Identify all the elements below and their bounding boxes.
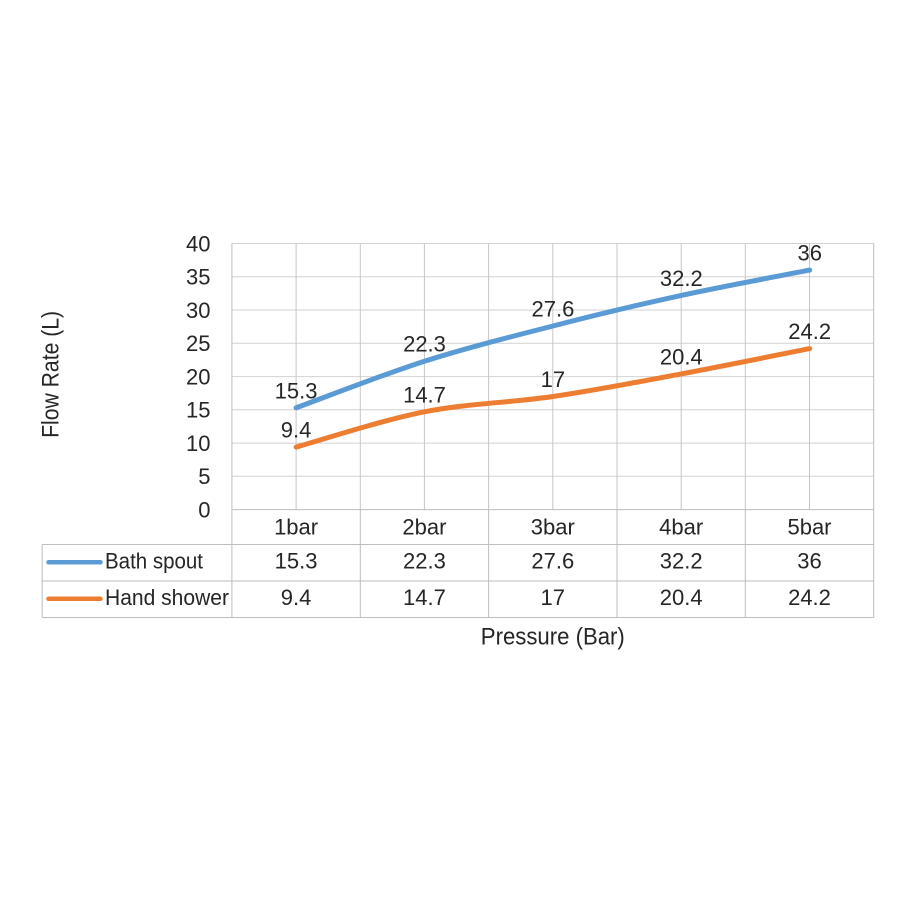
svg-text:36: 36: [797, 549, 821, 574]
svg-text:5bar: 5bar: [787, 515, 831, 540]
svg-text:27.6: 27.6: [531, 297, 574, 322]
svg-text:24.2: 24.2: [788, 585, 831, 610]
svg-text:Hand shower: Hand shower: [105, 585, 229, 610]
svg-text:22.3: 22.3: [403, 549, 446, 574]
svg-text:1bar: 1bar: [274, 515, 318, 540]
svg-text:Bath spout: Bath spout: [105, 549, 203, 574]
svg-text:20.4: 20.4: [660, 344, 703, 369]
svg-text:32.2: 32.2: [660, 549, 703, 574]
svg-text:30: 30: [186, 298, 210, 323]
svg-text:32.2: 32.2: [660, 266, 703, 291]
svg-text:17: 17: [541, 585, 565, 610]
svg-text:9.4: 9.4: [281, 418, 312, 443]
svg-text:36: 36: [797, 241, 821, 266]
svg-text:20: 20: [186, 365, 210, 390]
svg-text:15.3: 15.3: [275, 378, 318, 403]
svg-text:15.3: 15.3: [275, 549, 318, 574]
svg-text:40: 40: [186, 231, 210, 256]
svg-text:35: 35: [186, 265, 210, 290]
svg-text:Pressure (Bar): Pressure (Bar): [481, 624, 625, 651]
svg-text:27.6: 27.6: [531, 549, 574, 574]
svg-text:9.4: 9.4: [281, 585, 312, 610]
svg-text:10: 10: [186, 431, 210, 456]
svg-text:25: 25: [186, 331, 210, 356]
svg-text:14.7: 14.7: [403, 382, 446, 407]
svg-text:22.3: 22.3: [403, 332, 446, 357]
svg-text:20.4: 20.4: [660, 585, 703, 610]
svg-text:5: 5: [198, 464, 210, 489]
svg-text:14.7: 14.7: [403, 585, 446, 610]
svg-text:17: 17: [541, 367, 565, 392]
svg-text:Flow Rate (L): Flow Rate (L): [38, 311, 65, 438]
svg-text:15: 15: [186, 398, 210, 423]
svg-text:2bar: 2bar: [402, 515, 446, 540]
svg-text:0: 0: [198, 497, 210, 522]
svg-text:3bar: 3bar: [531, 515, 575, 540]
svg-text:4bar: 4bar: [659, 515, 703, 540]
svg-text:24.2: 24.2: [788, 319, 831, 344]
